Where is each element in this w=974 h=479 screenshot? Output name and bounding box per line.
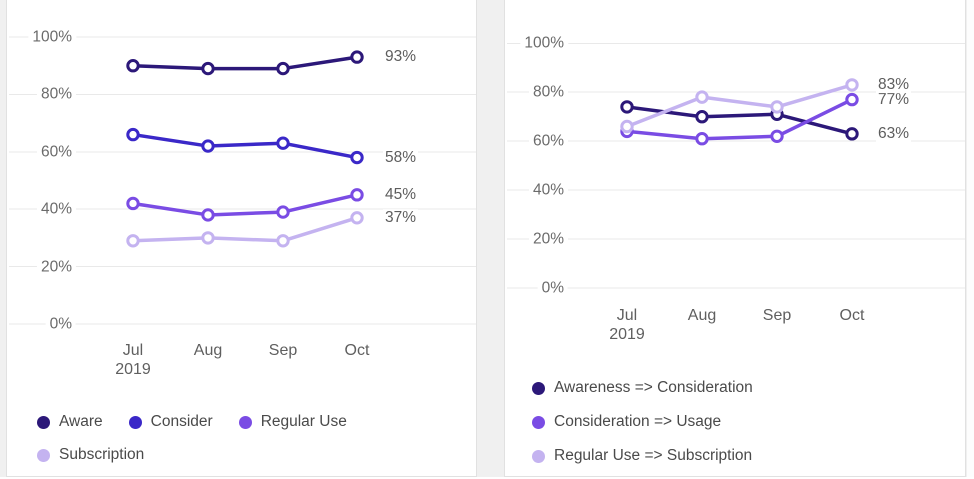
data-point-marker[interactable] — [845, 92, 859, 107]
legend-item-aware[interactable]: Aware — [37, 412, 103, 432]
line-chart-conversion-rates — [507, 42, 965, 289]
x-axis-year-label: 2019 — [609, 326, 645, 343]
data-point-marker[interactable] — [695, 110, 709, 124]
legend-conversion-rates: Awareness => Consideration Consideration… — [532, 378, 753, 466]
data-point-marker[interactable] — [350, 50, 364, 64]
legend-label: Regular Use => Subscription — [554, 447, 753, 464]
legend-item-consideration-usage[interactable]: Consideration => Usage — [532, 412, 753, 432]
data-point-marker[interactable] — [201, 61, 215, 76]
data-point-marker[interactable] — [201, 208, 215, 222]
series-line — [625, 105, 854, 136]
series-line — [131, 55, 359, 71]
y-axis-tick-label: 100% — [520, 33, 568, 53]
y-axis-tick-label: 40% — [36, 199, 76, 219]
legend-label: Aware — [59, 413, 103, 430]
y-axis-tick-label: 20% — [36, 257, 76, 277]
x-axis-tick-label: Aug — [193, 342, 223, 359]
legend-dot-icon — [532, 449, 545, 463]
legend-label: Awareness => Consideration — [554, 379, 753, 396]
y-axis-tick-label: 80% — [36, 84, 76, 104]
legend-dot-icon — [37, 415, 50, 429]
legend-dot-icon — [128, 415, 142, 429]
series-end-label: 77% — [876, 90, 912, 108]
data-point-marker[interactable] — [845, 127, 859, 141]
legend-label: Consider — [150, 413, 213, 430]
series-line — [131, 216, 359, 243]
legend-label: Regular Use — [260, 413, 347, 430]
data-point-marker[interactable] — [620, 100, 634, 114]
legend-dot-icon — [532, 415, 545, 429]
y-axis-tick-label: 0% — [537, 278, 568, 298]
legend-item-regular-use-subscription[interactable]: Regular Use => Subscription — [532, 446, 753, 466]
legend-funnel-levels: Aware Consider Regular Use Subscription — [37, 412, 468, 465]
series-end-label: 63% — [876, 124, 912, 143]
legend-item-awareness-consideration[interactable]: Awareness => Consideration — [532, 378, 753, 398]
x-axis-tick-label: Jul — [616, 307, 638, 324]
data-point-marker[interactable] — [695, 132, 709, 146]
data-point-marker[interactable] — [126, 196, 140, 211]
data-point-marker[interactable] — [350, 150, 364, 165]
series-line — [625, 97, 854, 141]
chart-card-conversion-rates: Awareness => Consideration Consideration… — [504, 0, 966, 477]
chart-card-funnel-levels: Aware Consider Regular Use Subscription … — [6, 0, 477, 477]
series-end-label: 37% — [383, 208, 419, 226]
data-point-marker[interactable] — [276, 61, 290, 76]
data-point-marker[interactable] — [620, 119, 634, 134]
series-end-label: 83% — [876, 76, 912, 94]
series-line — [625, 83, 854, 129]
legend-dot-icon — [37, 448, 50, 462]
data-point-marker[interactable] — [201, 139, 215, 153]
data-point-marker[interactable] — [201, 231, 215, 245]
data-point-marker[interactable] — [126, 58, 140, 73]
legend-dot-icon — [238, 415, 252, 429]
next-column-card-edge — [967, 0, 974, 477]
data-point-marker[interactable] — [350, 211, 364, 225]
series-end-label: 58% — [383, 148, 419, 166]
data-point-marker[interactable] — [845, 78, 859, 92]
y-axis-tick-label: 0% — [45, 314, 76, 334]
data-point-marker[interactable] — [695, 90, 709, 104]
line-chart-funnel-levels — [9, 36, 476, 325]
x-axis-tick-label: Aug — [687, 307, 717, 324]
legend-dot-icon — [532, 381, 545, 395]
y-axis-tick-label: 60% — [528, 131, 568, 151]
data-point-marker[interactable] — [770, 100, 784, 114]
data-point-marker[interactable] — [126, 127, 140, 142]
y-axis-tick-label: 60% — [36, 142, 76, 162]
legend-item-regular-use[interactable]: Regular Use — [238, 412, 347, 432]
series-line — [131, 132, 359, 160]
series-end-label: 45% — [383, 185, 419, 204]
data-point-marker[interactable] — [276, 205, 290, 219]
data-point-marker[interactable] — [276, 234, 290, 248]
next-row-card-edge — [0, 477, 974, 479]
x-axis-tick-label: Oct — [839, 307, 865, 324]
data-point-marker[interactable] — [126, 234, 140, 248]
data-point-marker[interactable] — [770, 129, 784, 143]
series-line — [131, 193, 359, 217]
y-axis-tick-label: 20% — [528, 229, 568, 249]
legend-label: Subscription — [59, 446, 145, 463]
data-point-marker[interactable] — [276, 136, 290, 150]
y-axis-tick-label: 40% — [528, 180, 568, 200]
legend-item-consider[interactable]: Consider — [128, 412, 213, 432]
y-axis-tick-label: 100% — [28, 27, 76, 47]
x-axis-tick-label: Oct — [344, 342, 370, 359]
x-axis-year-label: 2019 — [115, 361, 151, 378]
series-end-label: 93% — [383, 48, 419, 66]
x-axis-tick-label: Sep — [268, 342, 298, 359]
data-point-marker[interactable] — [350, 188, 364, 202]
x-axis-tick-label: Jul — [122, 342, 144, 359]
x-axis-tick-label: Sep — [762, 307, 792, 324]
legend-item-subscription[interactable]: Subscription — [37, 445, 144, 465]
legend-label: Consideration => Usage — [554, 413, 722, 430]
y-axis-tick-label: 80% — [528, 82, 568, 102]
